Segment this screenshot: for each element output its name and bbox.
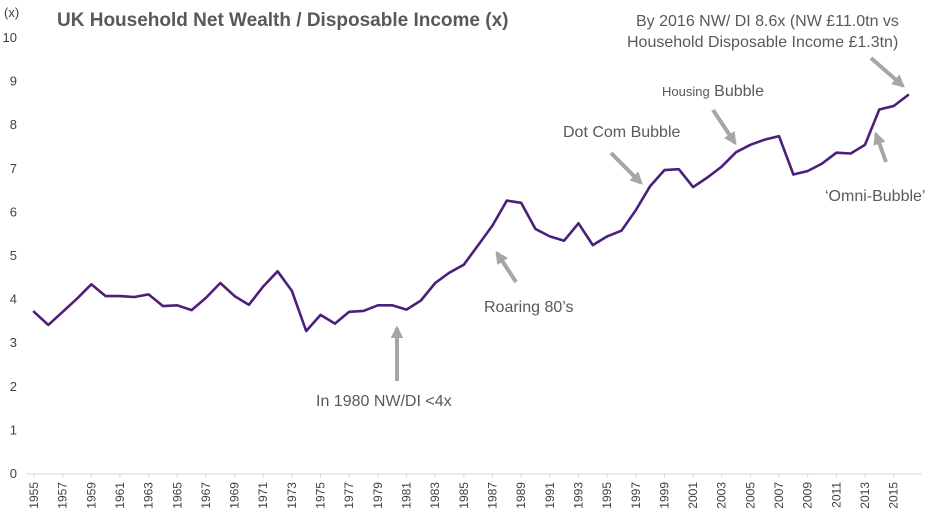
annotation-2016-line1: By 2016 NW/ DI 8.6x (NW £11.0tn vs [636,13,899,30]
y-tick-label: 6 [10,204,17,219]
annotation-arrow-2016 [869,56,905,88]
x-tick-label: 1973 [285,482,299,509]
x-tick-label: 1965 [170,482,184,509]
x-tick-label: 1955 [27,482,41,509]
x-tick-label: 1997 [629,482,643,509]
annotation-roaring-80s-label: Roaring 80’s [484,299,574,316]
x-tick-label: 1995 [600,482,614,509]
annotation-1980-label: In 1980 NW/DI <4x [316,393,452,410]
x-tick-label: 1989 [514,482,528,509]
x-tick-label: 1985 [457,482,471,509]
y-tick-label: 2 [10,379,17,394]
series-group [32,93,910,333]
x-tick-label: 1977 [342,482,356,509]
annotation-arrow-roaring-80s [495,250,518,284]
x-tick-labels: 1955 1957 1959 1961 1963 1965 1967 1969 1971 1973… [27,474,901,509]
y-tick-labels: 0 1 2 3 4 5 6 7 8 9 10 [3,30,17,481]
y-tick-label: 10 [3,30,17,45]
annotation-housing-label: Housing Bubble [662,83,764,100]
annotation-arrow-dot-com [609,151,643,185]
annotation-housing-main: Bubble [714,83,764,100]
x-tick-label: 1987 [485,482,499,509]
x-tick-label: 1971 [256,482,270,509]
y-tick-label: 9 [10,74,17,89]
x-tick-label: 1961 [113,482,127,509]
x-tick-label: 1975 [314,482,328,509]
x-tick-label: 2007 [772,482,786,509]
x-tick-label: 2009 [801,482,815,509]
x-tick-label: 1993 [571,482,585,509]
x-tick-label: 1991 [543,482,557,509]
x-tick-label: 1963 [142,482,156,509]
x-tick-label: 2001 [686,482,700,509]
y-tick-label: 4 [10,292,17,307]
x-tick-label: 1967 [199,482,213,509]
series-line [32,93,910,333]
x-tick-label: 1983 [428,482,442,509]
annotation-arrow-omni-bubble [873,131,888,163]
y-tick-label: 1 [10,422,17,437]
y-tick-label: 0 [10,466,17,481]
y-tick-label: 7 [10,161,17,176]
chart-title: UK Household Net Wealth / Disposable Inc… [57,10,509,31]
x-tick-label: 2005 [743,482,757,509]
x-tick-label: 2003 [715,482,729,509]
x-tick-label: 1959 [84,482,98,509]
x-tick-label: 2015 [887,482,901,509]
x-tick-label: 1981 [400,482,414,509]
x-tick-label: 1999 [657,482,671,509]
annotation-omni-bubble-label: ‘Omni-Bubble’ [825,188,925,205]
y-tick-label: 3 [10,335,17,350]
annotations: In 1980 NW/DI <4x Roaring 80’s Dot Com B… [316,13,925,410]
y-tick-label: 5 [10,248,17,263]
annotation-2016-line2: Household Disposable Income £1.3tn) [627,34,898,51]
annotation-dot-com-label: Dot Com Bubble [563,124,680,141]
x-tick-label: 1957 [56,482,70,509]
annotation-arrow-housing [711,108,737,146]
y-axis-unit-label: (x) [4,5,19,20]
annotation-housing-prefix: Housing [662,84,710,99]
x-tick-label: 2013 [858,482,872,509]
x-tick-label: 1969 [228,482,242,509]
x-tick-label: 2011 [829,482,843,508]
x-tick-label: 1979 [371,482,385,509]
y-tick-label: 8 [10,117,17,132]
